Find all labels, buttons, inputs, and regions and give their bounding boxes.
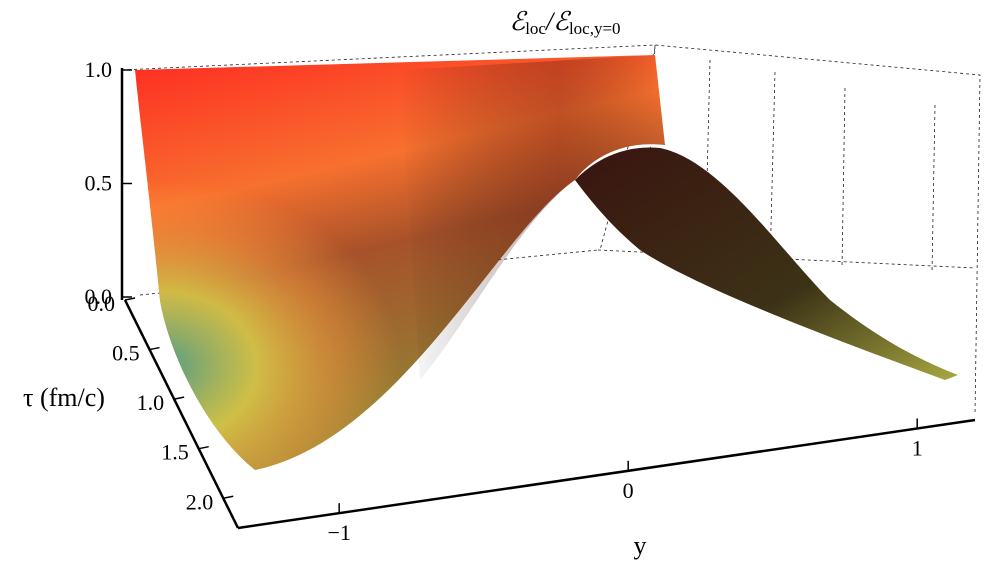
x-tick-label: 1 (912, 436, 923, 461)
tau-tick-label: 2.0 (186, 489, 214, 514)
title-part: loc,y=0 (569, 19, 621, 38)
title-part: ℰ (509, 7, 527, 36)
tau-tick (223, 495, 234, 499)
tau-tick-label: 0.5 (112, 341, 140, 366)
z-tick-label: 1.0 (85, 57, 113, 82)
chart-title: ℰloc/ℰloc,y=0 (509, 7, 620, 38)
title-part: /ℰ (544, 7, 571, 36)
x-tick-label: 0 (623, 478, 634, 503)
x-axis-label: y (634, 531, 647, 560)
tau-tick-label: 0.0 (88, 291, 116, 316)
z-tick-label: 0.5 (85, 171, 113, 196)
x-tick-label: −1 (327, 520, 350, 545)
tau-tick-label: 1.0 (137, 390, 165, 415)
tau-tick (173, 396, 185, 400)
tau-axis-label: τ (fm/c) (23, 383, 105, 412)
tau-tick (198, 445, 209, 450)
surface (135, 55, 958, 470)
title-part: loc (525, 19, 546, 38)
tau-tick-label: 1.5 (161, 440, 189, 465)
z-tick-label: 0.0 (85, 284, 113, 309)
tau-tick (124, 297, 136, 301)
tau-tick (149, 346, 160, 351)
